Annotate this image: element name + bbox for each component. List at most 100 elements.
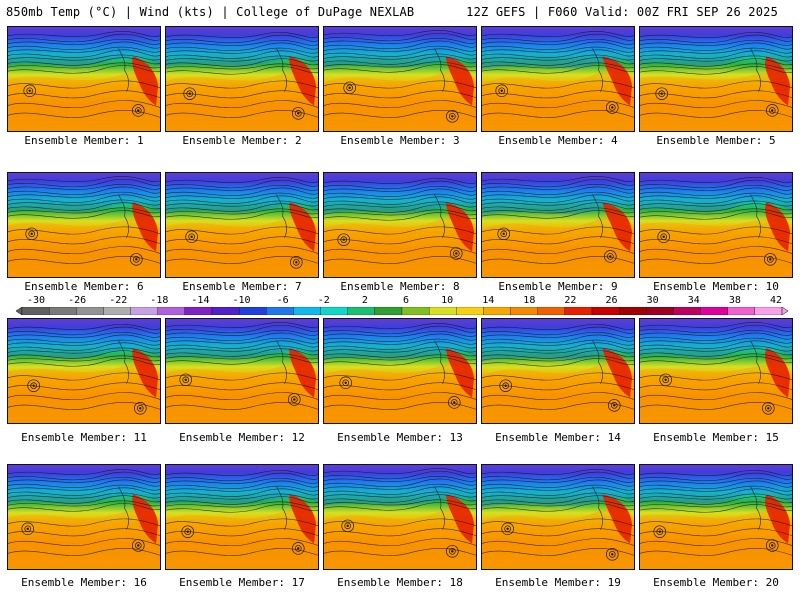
temperature-map (482, 173, 634, 277)
temperature-map (482, 319, 634, 423)
temperature-map (8, 465, 160, 569)
colorbar-tick-label: -22 (109, 295, 128, 306)
ensemble-member-map (639, 172, 793, 278)
colorbar-tick-label: 6 (402, 295, 410, 306)
colorbar-tick-label: -26 (68, 295, 87, 306)
model-run-info: 12Z GEFS | F060 Valid: 00Z FRI SEP 26 20… (466, 5, 778, 19)
ensemble-member-map (323, 26, 477, 132)
ensemble-member-label: Ensemble Member: 3 (340, 134, 460, 147)
colorbar-swatch (21, 307, 50, 315)
colorbar-tick-label: 14 (482, 295, 495, 306)
ensemble-member-map (481, 464, 635, 570)
colorbar-tick-label: -30 (26, 295, 46, 306)
temperature-map (482, 27, 634, 131)
ensemble-member-map (7, 464, 161, 570)
colorbar-swatch (510, 307, 538, 315)
colorbar-left-arrow (16, 307, 23, 315)
ensemble-member-map (7, 318, 161, 424)
colorbar-swatch (646, 307, 674, 315)
colorbar-scale (16, 307, 788, 315)
colorbar-swatch (103, 307, 131, 315)
ensemble-member-label: Ensemble Member: 5 (656, 134, 776, 147)
temperature-map (8, 319, 160, 423)
temperature-map (166, 173, 318, 277)
ensemble-member-label: Ensemble Member: 2 (182, 134, 302, 147)
colorbar-swatch (266, 307, 294, 315)
ensemble-member-label: Ensemble Member: 12 (179, 431, 305, 444)
colorbar-tick-label: 2 (361, 295, 368, 306)
temperature-map (166, 465, 318, 569)
colorbar-swatch (238, 307, 267, 315)
ensemble-member-label: Ensemble Member: 14 (495, 431, 621, 444)
colorbar-tick-label: 22 (564, 295, 577, 306)
temperature-map (482, 465, 634, 569)
ensemble-member-label: Ensemble Member: 20 (653, 576, 779, 589)
colorbar-tick-label: 10 (441, 295, 454, 306)
ensemble-member-map (165, 464, 319, 570)
colorbar-swatch (428, 307, 457, 315)
colorbar-tick-label: -14 (191, 295, 210, 306)
colorbar-tick-label: 42 (769, 295, 783, 306)
colorbar-tick-label: -18 (150, 295, 169, 306)
temperature-map (640, 27, 792, 131)
colorbar-tick-label: 34 (687, 295, 700, 306)
ensemble-member-label: Ensemble Member: 6 (24, 280, 144, 293)
colorbar-tick-label: 26 (605, 295, 618, 306)
ensemble-member-label: Ensemble Member: 1 (24, 134, 144, 147)
colorbar-swatch (320, 307, 348, 315)
colorbar-swatch (673, 307, 701, 315)
colorbar-swatch (591, 307, 620, 315)
colorbar-swatch (483, 307, 511, 315)
ensemble-member-map (639, 26, 793, 132)
ensemble-member-map (481, 318, 635, 424)
colorbar-swatch (130, 307, 158, 315)
ensemble-member-map (323, 172, 477, 278)
colorbar-tick-labels: -30 -26 -22 -18 -14 -10 -6 -2 2 6 10 14 18 22 26 30 34 38… (16, 295, 788, 306)
colorbar-swatch (374, 307, 403, 315)
ensemble-member-label: Ensemble Member: 13 (337, 431, 463, 444)
temperature-colorbar: -30 -26 -22 -18 -14 -10 -6 -2 2 6 10 14 18 22 26 30 34 38… (16, 295, 788, 318)
colorbar-right-arrow (781, 307, 788, 315)
temperature-map (640, 465, 792, 569)
temperature-map (640, 319, 792, 423)
colorbar-swatch (401, 307, 430, 315)
temperature-map (324, 319, 476, 423)
ensemble-member-label: Ensemble Member: 4 (498, 134, 618, 147)
ensemble-member-label: Ensemble Member: 7 (182, 280, 302, 293)
ensemble-member-label: Ensemble Member: 18 (337, 576, 463, 589)
ensemble-member-map (323, 318, 477, 424)
ensemble-member-label: Ensemble Member: 15 (653, 431, 779, 444)
temperature-map (324, 173, 476, 277)
ensemble-member-map (481, 26, 635, 132)
temperature-map (640, 173, 792, 277)
temperature-map (8, 27, 160, 131)
colorbar-swatch (754, 307, 783, 315)
colorbar-swatch (157, 307, 186, 315)
ensemble-member-map (7, 172, 161, 278)
colorbar-tick-label: 38 (728, 295, 741, 306)
ensemble-member-map (639, 464, 793, 570)
colorbar-swatch (48, 307, 77, 315)
colorbar-swatch (211, 307, 240, 315)
colorbar-swatch (700, 307, 728, 315)
ensemble-member-map (323, 464, 477, 570)
ensemble-member-map (165, 318, 319, 424)
ensemble-member-map (165, 26, 319, 132)
colorbar-tick-label: -6 (276, 295, 289, 306)
colorbar-swatch (618, 307, 647, 315)
colorbar-swatch (456, 307, 484, 315)
ensemble-member-label: Ensemble Member: 17 (179, 576, 305, 589)
ensemble-member-map (639, 318, 793, 424)
ensemble-member-map (7, 26, 161, 132)
map-title: 850mb Temp (°C) | Wind (kts) | College o… (6, 5, 415, 19)
colorbar-swatch (76, 307, 104, 315)
colorbar-swatch (727, 307, 756, 315)
ensemble-member-label: Ensemble Member: 10 (653, 280, 779, 293)
temperature-map (166, 27, 318, 131)
colorbar-swatch (293, 307, 321, 315)
temperature-map (166, 319, 318, 423)
colorbar-tick-label: 18 (523, 295, 536, 306)
ensemble-member-label: Ensemble Member: 9 (498, 280, 618, 293)
colorbar-swatch (184, 307, 213, 315)
temperature-map (324, 465, 476, 569)
